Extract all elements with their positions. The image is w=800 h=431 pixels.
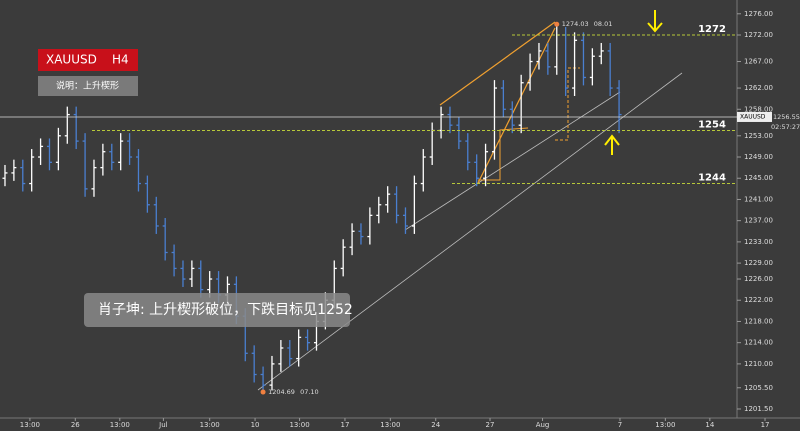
x-tick-label: Jul [158, 421, 168, 429]
x-tick-label: 13:00 [289, 421, 309, 429]
y-tick-label: 1245.00 [744, 174, 773, 182]
note: 说明：上升楔形 [56, 80, 119, 92]
y-tick-label: 1249.00 [744, 153, 773, 161]
y-tick-label: 1258.00 [744, 105, 773, 113]
extreme-date: 08.01 [594, 20, 613, 28]
wedge-line [477, 27, 556, 184]
y-tick-label: 1201.50 [744, 405, 773, 413]
y-tick-label: 1276.00 [744, 10, 773, 18]
x-tick-label: 17 [761, 421, 770, 429]
current-price-label: 1256.55 [773, 113, 800, 121]
level-label: 1254 [698, 119, 726, 130]
x-tick-label: 17 [340, 421, 349, 429]
x-tick-label: 24 [431, 421, 440, 429]
x-tick-label: Aug [536, 421, 550, 429]
x-tick-label: 27 [486, 421, 495, 429]
y-tick-label: 1229.00 [744, 259, 773, 267]
y-tick-label: 1237.00 [744, 217, 773, 225]
y-tick-label: 1214.00 [744, 339, 773, 347]
y-tick-label: 1222.00 [744, 296, 773, 304]
symbol: XAUUSD [46, 53, 97, 67]
y-tick-label: 1205.50 [744, 384, 773, 392]
y-tick-label: 1233.00 [744, 238, 773, 246]
wedge-line [439, 21, 556, 106]
x-tick-label: 13:00 [20, 421, 40, 429]
arrow-down [647, 10, 663, 33]
x-tick-label: 13:00 [380, 421, 400, 429]
y-tick-label: 1262.00 [744, 84, 773, 92]
symbol-tag: XAUUSD [740, 113, 766, 120]
extreme-date: 07.10 [300, 388, 319, 396]
countdown: 02:57:27 [771, 123, 800, 131]
x-tick-label: 13:00 [110, 421, 130, 429]
arrow-up [604, 134, 620, 155]
level-label: 1244 [698, 173, 726, 184]
comment-box [84, 293, 350, 327]
x-tick-label: 26 [71, 421, 80, 429]
extreme-value: 1204.69 [268, 388, 295, 396]
y-tick-label: 1272.00 [744, 31, 773, 39]
x-tick-label: 7 [618, 421, 622, 429]
extreme-value: 1274.03 [562, 20, 589, 28]
wedge-step [478, 127, 529, 181]
symbol-tag-bg [737, 111, 772, 122]
y-tick-label: 1218.00 [744, 317, 773, 325]
x-tick-label: 13:00 [655, 421, 675, 429]
y-tick-label: 1210.00 [744, 360, 773, 368]
level-label: 1272 [698, 24, 726, 35]
y-tick-label: 1253.00 [744, 132, 773, 140]
trend-line [257, 72, 683, 391]
x-tick-label: 10 [251, 421, 260, 429]
x-tick-label: 13:00 [200, 421, 220, 429]
timeframe: H4 [112, 53, 129, 67]
comment: 肖子坤: 上升楔形破位，下跌目标见1252 [98, 302, 353, 318]
note-box [38, 76, 138, 96]
y-tick-label: 1241.00 [744, 195, 773, 203]
trend-line [404, 91, 621, 231]
y-tick-label: 1226.00 [744, 275, 773, 283]
symbol-box [38, 49, 138, 71]
x-tick-label: 14 [705, 421, 714, 429]
y-tick-label: 1267.00 [744, 58, 773, 66]
extreme-dot [260, 389, 266, 395]
extreme-dot [554, 21, 560, 27]
